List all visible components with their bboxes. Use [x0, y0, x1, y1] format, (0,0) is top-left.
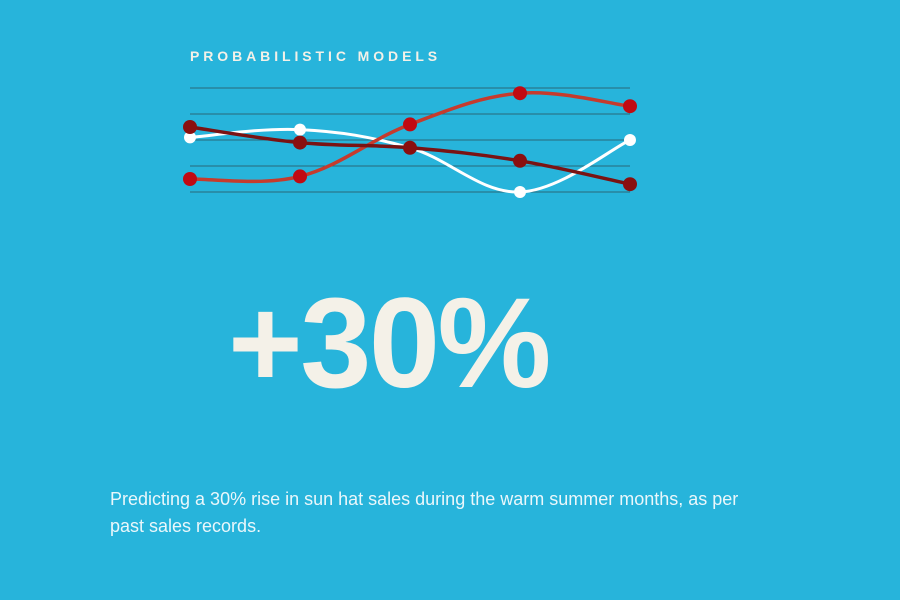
- description-text: Predicting a 30% rise in sun hat sales d…: [110, 486, 750, 540]
- chart-series-marker: [294, 124, 306, 136]
- chart-series-marker: [513, 86, 527, 100]
- chart-series-marker: [514, 186, 526, 198]
- chart-series-marker: [513, 154, 527, 168]
- line-chart: [180, 78, 640, 228]
- chart-series-marker: [623, 177, 637, 191]
- section-heading: PROBABILISTIC MODELS: [190, 48, 441, 64]
- chart-series-line: [190, 127, 630, 184]
- chart-series-marker: [403, 141, 417, 155]
- chart-series-marker: [293, 169, 307, 183]
- chart-series-marker: [623, 99, 637, 113]
- chart-series-marker: [624, 134, 636, 146]
- chart-series-marker: [293, 136, 307, 150]
- chart-series-marker: [183, 120, 197, 134]
- chart-series-marker: [183, 172, 197, 186]
- infographic-canvas: PROBABILISTIC MODELS +30% Predicting a 3…: [0, 0, 900, 600]
- chart-series-marker: [403, 117, 417, 131]
- headline-stat: +30%: [228, 280, 549, 408]
